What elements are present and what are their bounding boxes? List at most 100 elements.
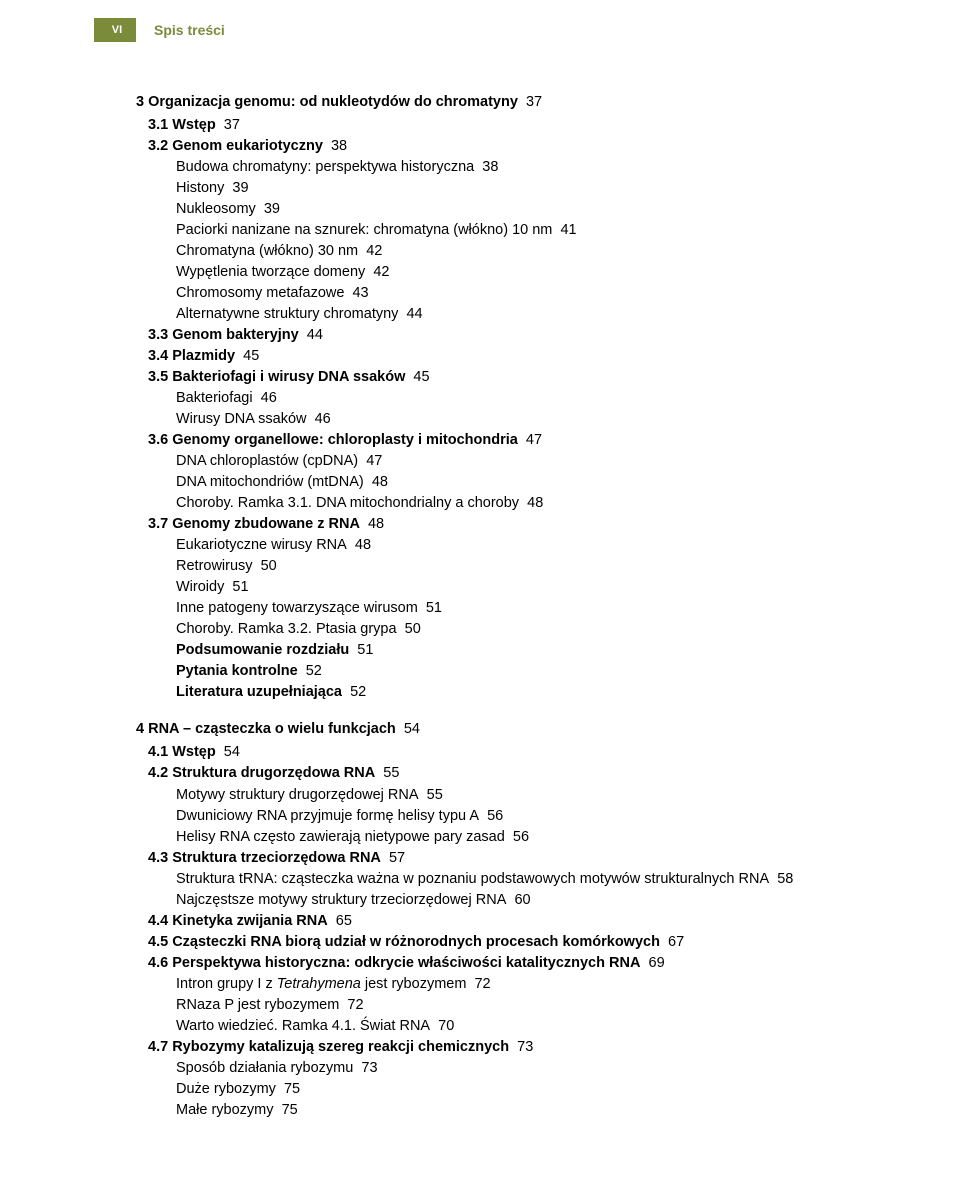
subsection-line: Motywy struktury drugorzędowej RNA 55 <box>136 785 916 806</box>
subsection-title: Choroby. Ramka 3.2. Ptasia grypa <box>176 621 397 637</box>
subsection-line: Małe rybozymy 75 <box>136 1100 916 1121</box>
chapter-block: 3 Organizacja genomu: od nukleotydów do … <box>136 92 916 703</box>
subsection-line: Wirusy DNA ssaków 46 <box>136 409 916 430</box>
section-number: 3.2 <box>148 138 168 154</box>
subsection-page: 75 <box>282 1102 298 1118</box>
section-number: 4.2 <box>148 765 168 781</box>
chapter-number: 4 <box>136 721 144 737</box>
subsection-page: 39 <box>264 201 280 217</box>
section-title: Genom bakteryjny <box>172 327 299 343</box>
section-line: 4.4 Kinetyka zwijania RNA 65 <box>136 911 916 932</box>
subsection-line: Helisy RNA często zawierają nietypowe pa… <box>136 827 916 848</box>
subsection-page: 73 <box>361 1060 377 1076</box>
toc-content: 3 Organizacja genomu: od nukleotydów do … <box>136 92 916 1137</box>
subsection-title: Bakteriofagi <box>176 390 253 406</box>
section-number: 3.7 <box>148 516 168 532</box>
chapter-page: 54 <box>404 721 420 737</box>
subsection-line: Warto wiedzieć. Ramka 4.1. Świat RNA 70 <box>136 1016 916 1037</box>
subsection-line: Wiroidy 51 <box>136 577 916 598</box>
section-line: 3.7 Genomy zbudowane z RNA 48 <box>136 514 916 535</box>
section-number: 4.3 <box>148 850 168 866</box>
subsection-page: 75 <box>284 1081 300 1097</box>
section-line: 4.2 Struktura drugorzędowa RNA 55 <box>136 763 916 784</box>
chapter-heading: 3 Organizacja genomu: od nukleotydów do … <box>136 92 916 113</box>
subsection-line: Bakteriofagi 46 <box>136 388 916 409</box>
subsection-title: Sposób działania rybozymu <box>176 1060 353 1076</box>
subsection-title: Intron grupy I z Tetrahymena jest rybozy… <box>176 976 466 992</box>
page-title: Spis treści <box>154 22 225 38</box>
subsection-page: 42 <box>373 264 389 280</box>
subsection-page: 52 <box>350 684 366 700</box>
section-title: Kinetyka zwijania RNA <box>172 913 328 929</box>
section-title: Bakteriofagi i wirusy DNA ssaków <box>172 369 405 385</box>
chapter-block: 4 RNA – cząsteczka o wielu funkcjach 544… <box>136 719 916 1120</box>
subsection-line: DNA chloroplastów (cpDNA) 47 <box>136 451 916 472</box>
section-title: Genomy zbudowane z RNA <box>172 516 360 532</box>
section-page: 55 <box>383 765 399 781</box>
subsection-line: Pytania kontrolne 52 <box>136 661 916 682</box>
subsection-title: Literatura uzupełniająca <box>176 684 342 700</box>
section-line: 3.3 Genom bakteryjny 44 <box>136 325 916 346</box>
section-line: 4.5 Cząsteczki RNA biorą udział w różnor… <box>136 932 916 953</box>
subsection-title: Eukariotyczne wirusy RNA <box>176 537 347 553</box>
section-page: 45 <box>413 369 429 385</box>
subsection-title: Wypętlenia tworzące domeny <box>176 264 365 280</box>
subsection-title: Struktura tRNA: cząsteczka ważna w pozna… <box>176 871 769 887</box>
subsection-page: 47 <box>366 453 382 469</box>
subsection-line: Najczęstsze motywy struktury trzeciorzęd… <box>136 890 916 911</box>
section-page: 37 <box>224 117 240 133</box>
subsection-title: Motywy struktury drugorzędowej RNA <box>176 787 419 803</box>
subsection-line: Paciorki nanizane na sznurek: chromatyna… <box>136 220 916 241</box>
subsection-page: 51 <box>357 642 373 658</box>
subsection-title: Inne patogeny towarzyszące wirusom <box>176 600 418 616</box>
header-bar: VI Spis treści <box>94 18 225 42</box>
section-number: 3.4 <box>148 348 168 364</box>
subsection-title: Chromosomy metafazowe <box>176 285 344 301</box>
subsection-page: 70 <box>438 1018 454 1034</box>
section-title: Genom eukariotyczny <box>172 138 323 154</box>
chapter-heading: 4 RNA – cząsteczka o wielu funkcjach 54 <box>136 719 916 740</box>
section-page: 69 <box>649 955 665 971</box>
subsection-line: Histony 39 <box>136 178 916 199</box>
subsection-line: Sposób działania rybozymu 73 <box>136 1058 916 1079</box>
section-line: 4.6 Perspektywa historyczna: odkrycie wł… <box>136 953 916 974</box>
section-line: 3.6 Genomy organellowe: chloroplasty i m… <box>136 430 916 451</box>
subsection-page: 72 <box>474 976 490 992</box>
section-number: 4.6 <box>148 955 168 971</box>
subsection-line: Choroby. Ramka 3.1. DNA mitochondrialny … <box>136 493 916 514</box>
subsection-page: 52 <box>306 663 322 679</box>
chapter-number: 3 <box>136 94 144 110</box>
section-line: 4.1 Wstęp 54 <box>136 742 916 763</box>
subsection-page: 39 <box>232 180 248 196</box>
subsection-line: DNA mitochondriów (mtDNA) 48 <box>136 472 916 493</box>
section-title: Rybozymy katalizują szereg reakcji chemi… <box>172 1039 509 1055</box>
section-line: 3.4 Plazmidy 45 <box>136 346 916 367</box>
section-title: Struktura trzeciorzędowa RNA <box>172 850 381 866</box>
section-number: 3.6 <box>148 432 168 448</box>
subsection-title: Małe rybozymy <box>176 1102 274 1118</box>
subsection-title: Alternatywne struktury chromatyny <box>176 306 398 322</box>
subsection-line: Podsumowanie rozdziału 51 <box>136 640 916 661</box>
section-page: 47 <box>526 432 542 448</box>
section-page: 57 <box>389 850 405 866</box>
subsection-line: Dwuniciowy RNA przyjmuje formę helisy ty… <box>136 806 916 827</box>
subsection-title: DNA chloroplastów (cpDNA) <box>176 453 358 469</box>
section-title: Plazmidy <box>172 348 235 364</box>
subsection-title: Nukleosomy <box>176 201 256 217</box>
subsection-page: 44 <box>406 306 422 322</box>
subsection-title: Podsumowanie rozdziału <box>176 642 349 658</box>
section-page: 38 <box>331 138 347 154</box>
subsection-page: 58 <box>777 871 793 887</box>
subsection-page: 42 <box>366 243 382 259</box>
subsection-title: DNA mitochondriów (mtDNA) <box>176 474 364 490</box>
subsection-line: Struktura tRNA: cząsteczka ważna w pozna… <box>136 869 916 890</box>
section-line: 4.7 Rybozymy katalizują szereg reakcji c… <box>136 1037 916 1058</box>
subsection-page: 50 <box>261 558 277 574</box>
subsection-line: Nukleosomy 39 <box>136 199 916 220</box>
section-number: 4.7 <box>148 1039 168 1055</box>
subsection-title: RNaza P jest rybozymem <box>176 997 339 1013</box>
subsection-page: 41 <box>560 222 576 238</box>
subsection-title: Helisy RNA często zawierają nietypowe pa… <box>176 829 505 845</box>
subsection-page: 48 <box>355 537 371 553</box>
subsection-line: Budowa chromatyny: perspektywa historycz… <box>136 157 916 178</box>
